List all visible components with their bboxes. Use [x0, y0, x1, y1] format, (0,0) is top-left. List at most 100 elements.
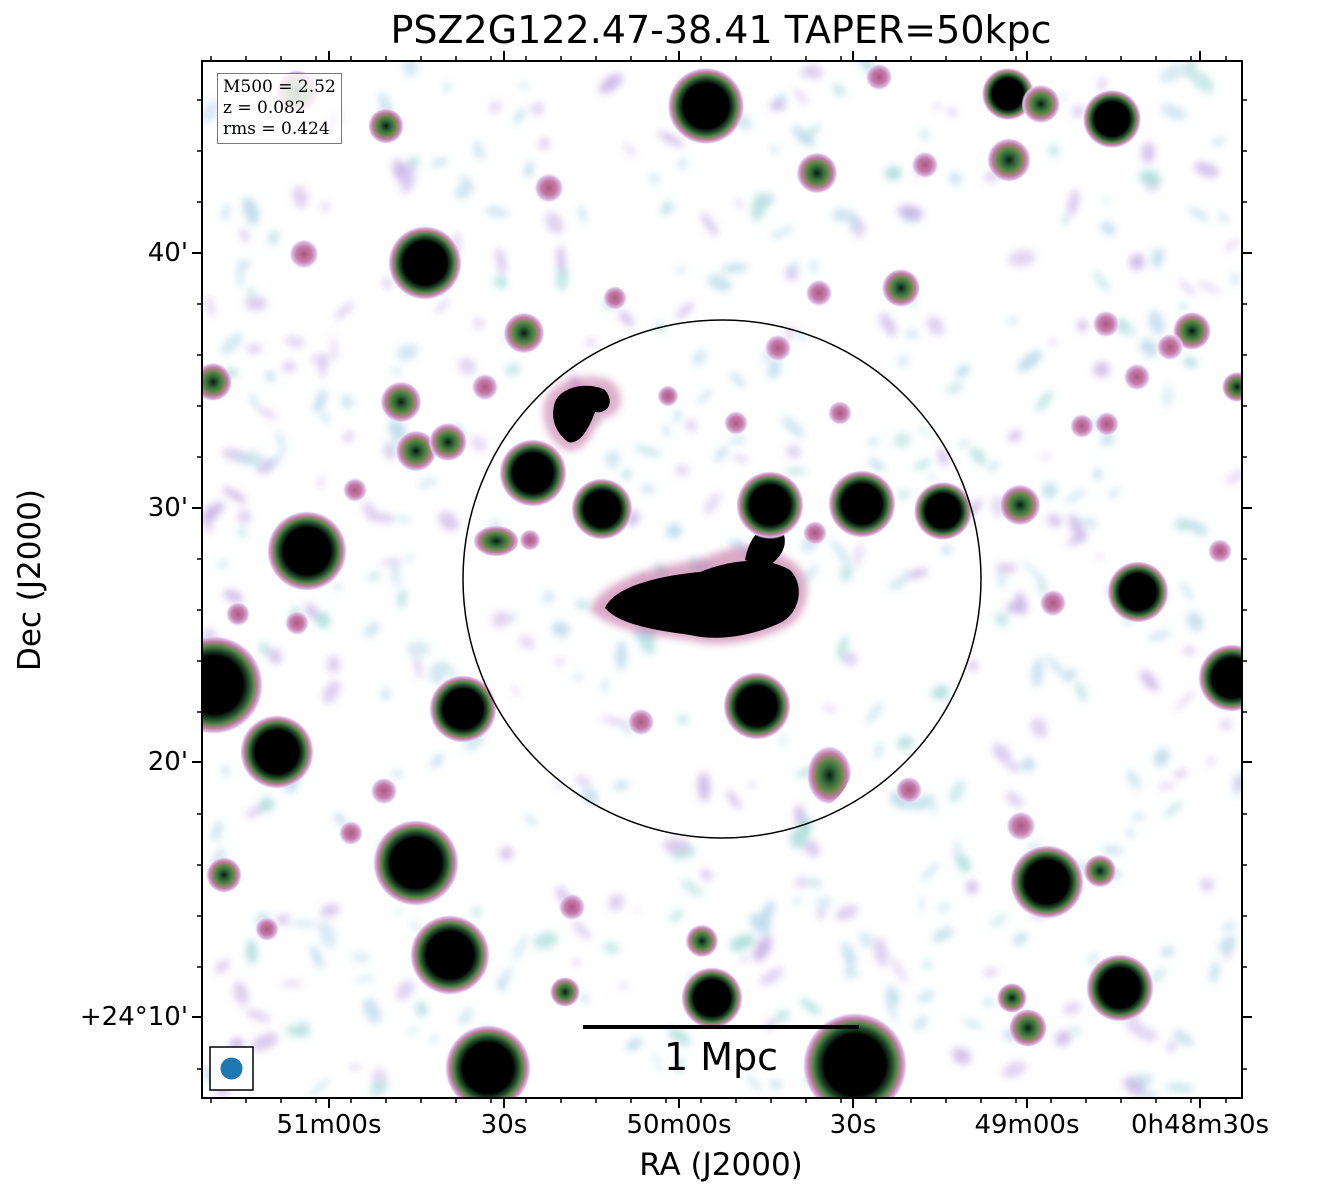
radio-source — [1069, 413, 1095, 439]
x-tick-label: 30s — [480, 1110, 528, 1140]
noise-contour — [737, 198, 743, 210]
noise-contour — [1102, 197, 1110, 204]
extended-emission — [472, 376, 853, 806]
noise-contour — [601, 678, 609, 694]
noise-contour — [1017, 350, 1043, 372]
noise-contour — [429, 477, 438, 485]
noise-contour — [211, 820, 224, 842]
radio-source — [796, 152, 838, 194]
noise-contour — [955, 364, 970, 378]
radio-source — [1221, 371, 1242, 403]
noise-contour — [1129, 253, 1145, 271]
radio-source — [498, 438, 568, 508]
noise-contour — [952, 1047, 972, 1065]
noise-contour — [322, 680, 341, 704]
noise-contour — [774, 1009, 790, 1023]
noise-contour — [613, 781, 630, 790]
noise-contour — [898, 355, 910, 367]
noise-contour — [1163, 385, 1173, 408]
noise-contour — [804, 840, 820, 857]
noise-contour — [240, 228, 249, 243]
radio-source — [367, 107, 405, 145]
noise-contour — [1178, 279, 1197, 296]
noise-contour — [904, 329, 920, 339]
noise-contour — [884, 166, 903, 181]
noise-contour — [1041, 453, 1052, 459]
radio-source — [372, 819, 460, 907]
noise-contour — [676, 302, 694, 319]
noise-contour — [879, 312, 897, 337]
noise-contour — [340, 395, 354, 409]
radio-source — [685, 924, 719, 958]
noise-contour — [1218, 934, 1236, 954]
noise-contour — [1096, 552, 1102, 560]
radio-source — [202, 635, 264, 735]
radio-source — [627, 708, 655, 736]
radio-source — [254, 916, 280, 942]
radio-source — [1009, 844, 1085, 920]
noise-contour — [525, 814, 536, 827]
noise-contour — [473, 141, 485, 160]
radio-source — [981, 67, 1035, 121]
noise-contour — [759, 967, 784, 986]
noise-contour — [334, 582, 342, 592]
noise-contour — [794, 803, 803, 824]
noise-contour — [202, 501, 225, 522]
noise-contour — [369, 1080, 389, 1097]
noise-contour — [953, 840, 962, 862]
noise-contour — [963, 1020, 983, 1029]
radio-source — [288, 238, 320, 270]
noise-contour — [1076, 681, 1087, 702]
noise-contour — [929, 804, 939, 813]
noise-contour — [573, 959, 580, 966]
noise-contour — [505, 363, 521, 376]
noise-contour — [285, 1025, 311, 1037]
radio-source — [205, 856, 243, 894]
noise-contour — [1108, 486, 1119, 500]
noise-contour — [246, 939, 258, 965]
noise-contour — [697, 388, 713, 405]
noise-contour — [246, 344, 262, 353]
noise-contour — [930, 686, 948, 699]
x-tick-label: 30s — [829, 1110, 877, 1140]
noise-contour — [795, 876, 808, 889]
radio-source — [1082, 89, 1142, 149]
noise-contour — [363, 998, 382, 1024]
noise-contour — [391, 770, 403, 778]
noise-contour — [395, 516, 412, 523]
noise-contour — [1061, 215, 1069, 226]
noise-contour — [499, 846, 514, 861]
noise-contour — [575, 775, 591, 786]
noise-contour — [247, 286, 255, 300]
noise-contour — [458, 357, 477, 375]
noise-contour — [573, 672, 583, 681]
noise-contour — [1166, 1041, 1177, 1052]
noise-contour — [599, 73, 623, 94]
radio-source — [827, 469, 897, 539]
noise-contour — [686, 419, 697, 432]
noise-contour — [250, 392, 257, 408]
noise-contour — [832, 208, 849, 222]
noise-contour — [657, 131, 685, 147]
noise-contour — [1173, 769, 1188, 778]
noise-contour — [1180, 300, 1186, 314]
noise-contour — [554, 782, 564, 788]
noise-contour — [343, 431, 354, 443]
noise-contour — [929, 474, 936, 481]
noise-contour — [729, 437, 747, 444]
noise-contour — [729, 934, 755, 951]
noise-contour — [868, 458, 885, 472]
noise-contour — [1022, 560, 1044, 581]
noise-contour — [438, 511, 459, 532]
plot-frame — [201, 60, 1243, 1099]
noise-contour — [845, 951, 856, 980]
noise-contour — [815, 896, 832, 910]
noise-contour — [995, 563, 1017, 573]
noise-contour — [1186, 611, 1204, 632]
noise-contour — [575, 599, 590, 610]
noise-contour — [917, 990, 936, 1004]
noise-contour — [770, 1079, 782, 1090]
noise-contour — [911, 795, 935, 811]
noise-contour — [1049, 339, 1056, 346]
